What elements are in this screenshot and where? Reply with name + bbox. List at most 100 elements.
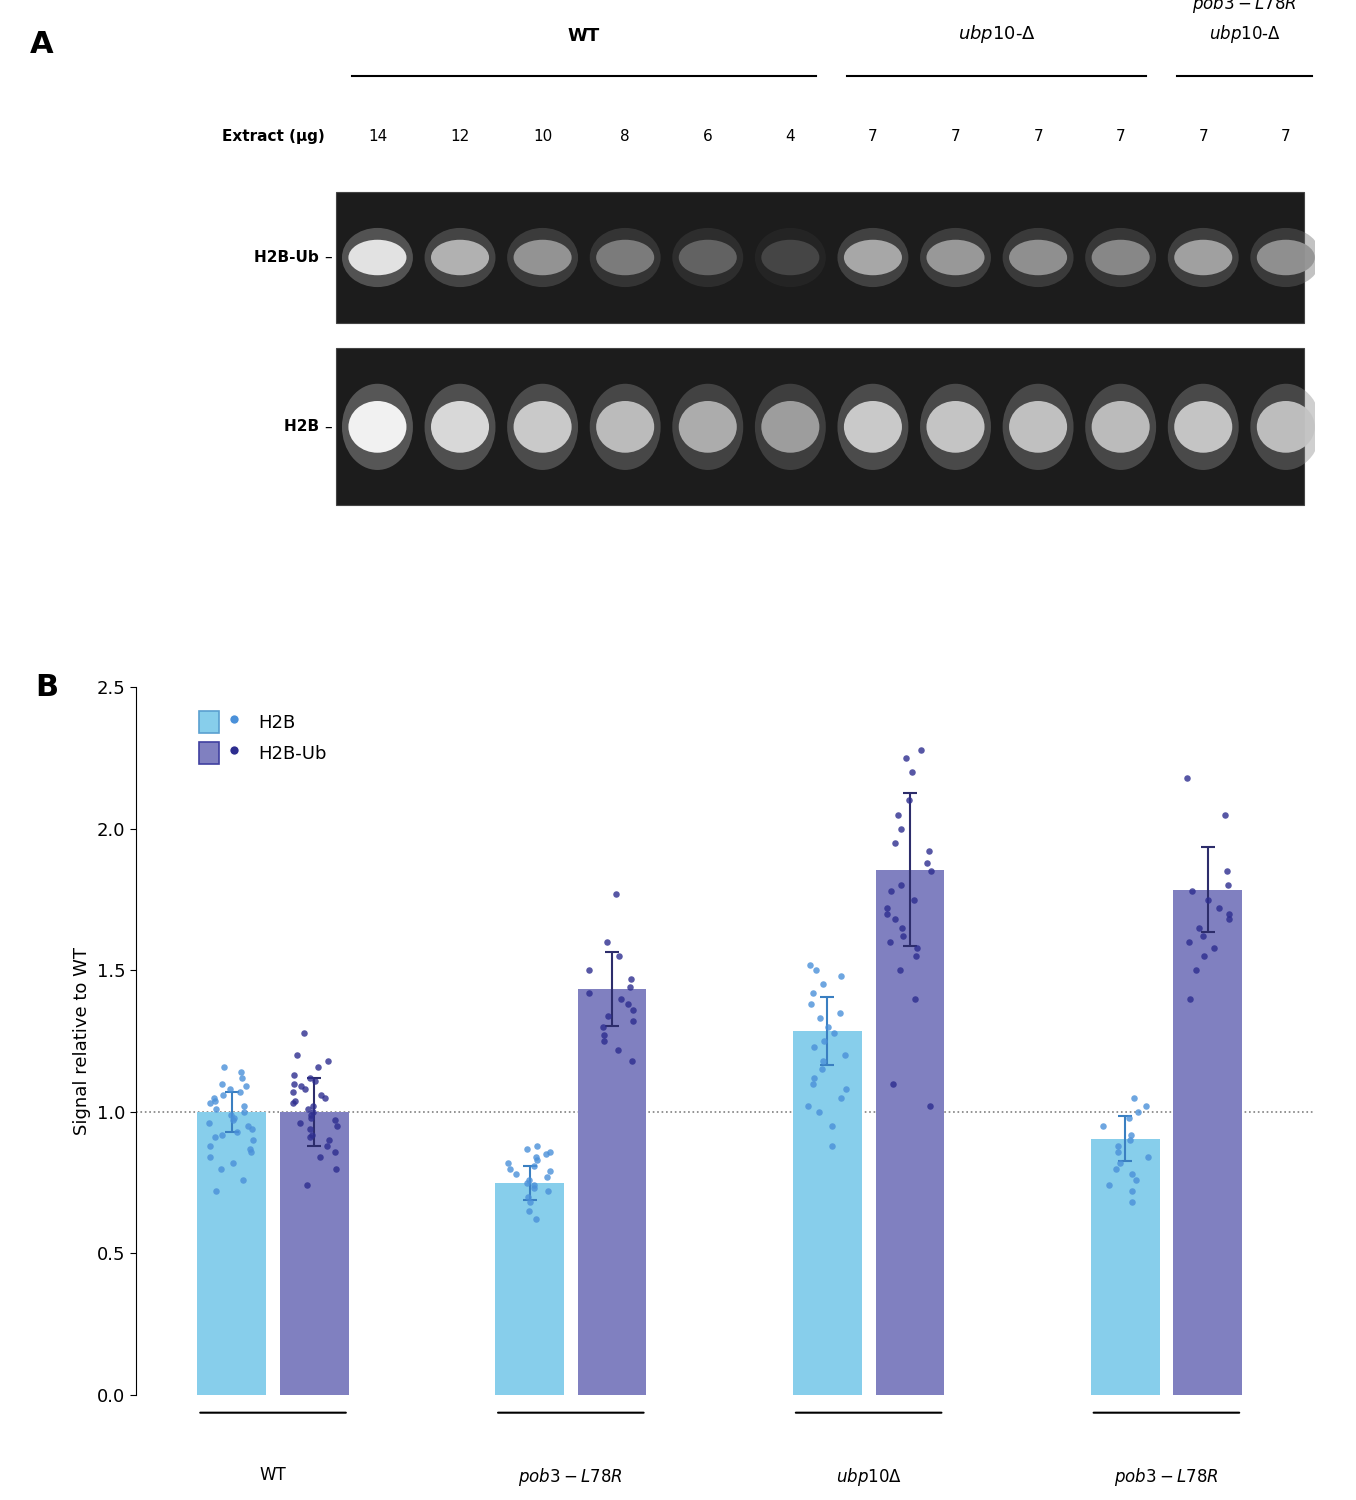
Point (233, 1100, 255, 1124)
Ellipse shape (590, 384, 660, 470)
Bar (495, 1182, 564, 1395)
Text: 4: 4 (785, 129, 795, 144)
Ellipse shape (755, 384, 826, 470)
Point (579, 981, 601, 1005)
Point (523, 1176, 545, 1200)
Ellipse shape (348, 400, 407, 453)
Point (498, 1150, 519, 1174)
Point (812, 972, 834, 996)
Point (887, 802, 909, 826)
Point (306, 1054, 328, 1078)
Bar (578, 988, 647, 1395)
Point (900, 760, 922, 784)
Point (537, 1179, 559, 1203)
Point (283, 1071, 305, 1095)
Text: –: – (324, 251, 332, 266)
Point (617, 993, 639, 1017)
Point (518, 1198, 540, 1222)
Text: WT: WT (568, 27, 599, 45)
Point (519, 1191, 541, 1215)
Bar (336, 192, 1303, 322)
Point (891, 916, 913, 940)
Point (803, 1035, 824, 1059)
Point (300, 1125, 321, 1149)
Ellipse shape (431, 400, 490, 453)
Point (315, 1086, 336, 1110)
Point (597, 1004, 618, 1028)
Point (822, 1134, 843, 1158)
Point (906, 936, 928, 960)
Point (305, 1068, 327, 1092)
Point (803, 1066, 824, 1090)
Point (213, 1083, 235, 1107)
Point (526, 1148, 548, 1172)
Ellipse shape (679, 240, 736, 274)
Point (1124, 1086, 1146, 1110)
Point (822, 1114, 843, 1138)
Point (236, 1074, 258, 1098)
Ellipse shape (926, 240, 984, 274)
Point (621, 968, 643, 992)
Point (319, 1128, 340, 1152)
Point (800, 993, 822, 1017)
Text: H2B: H2B (283, 420, 324, 435)
Point (525, 1144, 546, 1168)
Bar (336, 348, 1303, 506)
Point (222, 1108, 244, 1132)
Point (1180, 987, 1201, 1011)
Ellipse shape (342, 228, 414, 286)
Ellipse shape (431, 240, 490, 274)
Point (895, 746, 917, 770)
Point (517, 1137, 538, 1161)
Text: 14: 14 (367, 129, 386, 144)
Y-axis label: Signal relative to WT: Signal relative to WT (73, 946, 91, 1136)
Ellipse shape (1009, 240, 1067, 274)
Point (232, 1168, 254, 1192)
Point (300, 1106, 321, 1130)
Point (523, 1173, 545, 1197)
Point (293, 1020, 315, 1044)
Point (899, 789, 921, 813)
Point (1136, 1144, 1158, 1168)
Point (830, 1086, 852, 1110)
Point (1197, 888, 1219, 912)
Point (536, 1143, 557, 1167)
Point (241, 1128, 263, 1152)
Point (298, 1096, 320, 1120)
Point (309, 1144, 331, 1168)
Point (884, 831, 906, 855)
Point (622, 1010, 644, 1034)
Point (890, 958, 911, 982)
Bar (279, 1112, 348, 1395)
Ellipse shape (761, 400, 819, 453)
Text: $\it{pob3-L78R}$: $\it{pob3-L78R}$ (1115, 1466, 1219, 1488)
Ellipse shape (1085, 384, 1157, 470)
Point (239, 1137, 260, 1161)
Point (621, 1048, 643, 1072)
Point (1121, 1179, 1143, 1203)
Ellipse shape (843, 240, 902, 274)
Point (830, 1000, 852, 1024)
Ellipse shape (342, 384, 414, 470)
Point (226, 1119, 248, 1143)
Point (229, 1080, 251, 1104)
Point (876, 896, 898, 920)
Ellipse shape (761, 240, 819, 274)
Point (823, 1020, 845, 1044)
Point (298, 1118, 320, 1142)
Point (1106, 1134, 1128, 1158)
Point (803, 1071, 824, 1095)
Point (591, 1016, 613, 1040)
Ellipse shape (919, 384, 991, 470)
Point (199, 1092, 221, 1116)
Ellipse shape (755, 228, 826, 286)
Ellipse shape (1009, 400, 1067, 453)
Text: 7: 7 (1281, 129, 1291, 144)
Point (606, 882, 628, 906)
Point (517, 1185, 538, 1209)
Point (316, 1134, 338, 1158)
Text: 12: 12 (450, 129, 469, 144)
Ellipse shape (673, 228, 743, 286)
Point (1218, 902, 1239, 926)
Bar (793, 1030, 862, 1395)
